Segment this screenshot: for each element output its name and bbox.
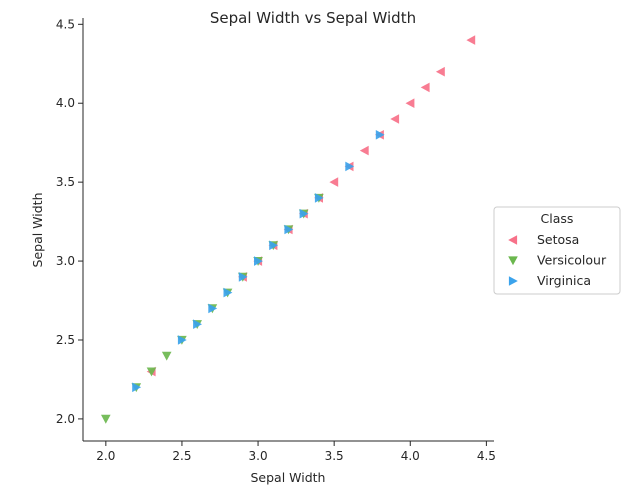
x-ticks: 2.0 2.5 3.0 3.5 4.0 4.5 <box>96 441 496 463</box>
legend-item: Versicolour <box>508 253 607 268</box>
legend-item: Virginica <box>508 273 591 288</box>
data-point <box>375 130 385 140</box>
data-point <box>329 177 339 187</box>
data-point <box>193 319 202 329</box>
data-point <box>466 35 476 45</box>
data-point <box>101 414 111 424</box>
x-tick-label: 3.0 <box>249 449 268 463</box>
data-point <box>132 382 142 393</box>
series-virginica <box>132 130 385 393</box>
y-axis-title: Sepal Width <box>30 193 45 268</box>
legend-marker-icon <box>508 235 518 245</box>
y-ticks: 2.0 2.5 3.0 3.5 4.0 4.5 <box>56 17 83 426</box>
legend-title: Class <box>541 211 574 226</box>
data-point <box>284 224 294 235</box>
data-point <box>238 272 248 282</box>
legend-marker-icon <box>508 256 518 266</box>
data-point <box>223 287 233 298</box>
x-tick-label: 2.0 <box>96 449 115 463</box>
data-point <box>269 240 279 251</box>
x-axis-title: Sepal Width <box>251 470 326 485</box>
legend-label: Virginica <box>537 273 591 288</box>
legend-items: Setosa Versicolour Virginica <box>508 232 607 288</box>
y-tick-label: 2.0 <box>56 412 75 426</box>
plot-area: 2.0 2.5 3.0 3.5 4.0 4.5 2.0 2.5 3.0 3.5 4.0 4.5 <box>56 17 496 463</box>
x-tick-label: 3.5 <box>325 449 344 463</box>
y-tick-label: 2.5 <box>56 333 75 347</box>
legend-frame <box>493 206 621 295</box>
legend-marker-icon <box>508 276 518 286</box>
y-tick-label: 3.0 <box>56 254 75 268</box>
data-point <box>390 114 400 124</box>
data-point <box>208 303 218 314</box>
x-tick-label: 4.0 <box>401 449 420 463</box>
x-tick-label: 2.5 <box>172 449 191 463</box>
y-tick-label: 4.5 <box>56 17 75 31</box>
data-point <box>177 335 187 345</box>
legend: Class Setosa Versicolour Virginica <box>493 206 621 295</box>
data-point <box>435 66 445 77</box>
legend-label: Setosa <box>537 232 579 247</box>
data-point <box>420 82 430 93</box>
data-point <box>359 145 369 156</box>
data-point <box>146 367 157 377</box>
x-tick-label: 4.5 <box>477 449 496 463</box>
data-point <box>299 208 309 219</box>
data-points <box>101 35 476 424</box>
data-point <box>345 161 355 172</box>
y-tick-label: 4.0 <box>56 96 75 110</box>
data-point <box>254 256 263 266</box>
data-point <box>314 193 324 203</box>
legend-label: Versicolour <box>537 253 607 268</box>
legend-item: Setosa <box>508 232 579 247</box>
y-tick-label: 3.5 <box>56 175 75 189</box>
data-point <box>161 351 172 361</box>
chart-title: Sepal Width vs Sepal Width <box>210 9 416 27</box>
data-point <box>405 98 415 108</box>
